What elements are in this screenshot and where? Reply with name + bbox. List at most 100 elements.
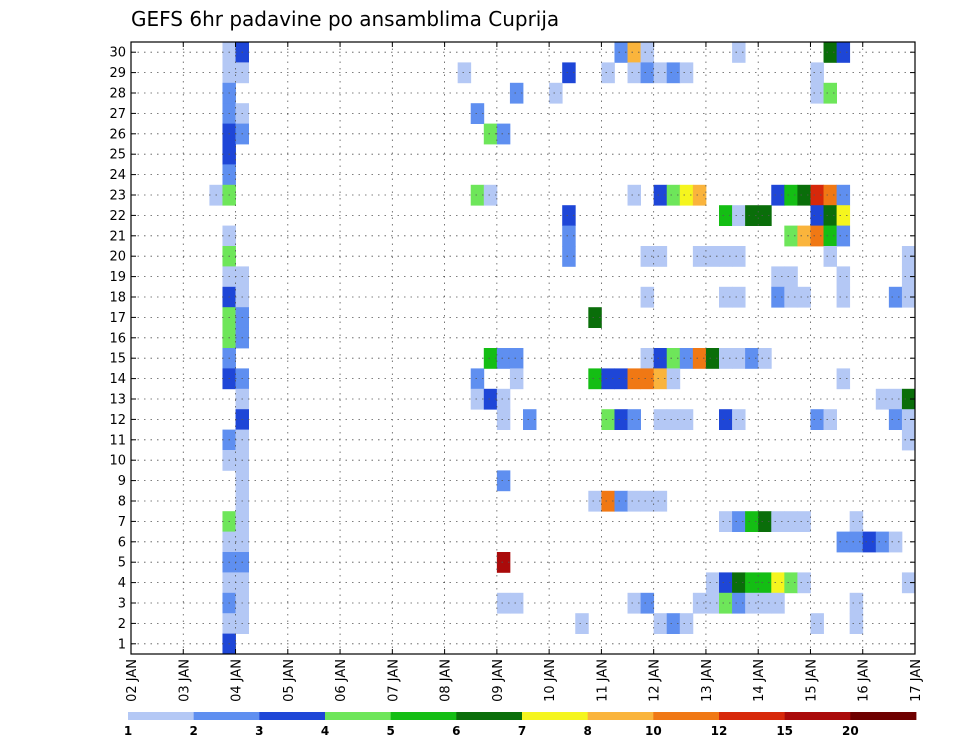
heatmap-cell: [810, 205, 824, 226]
y-tick-label: 19: [109, 270, 126, 285]
heatmap-cell: [771, 511, 785, 532]
colorbar-label: 1: [124, 724, 132, 738]
heatmap-cell: [758, 592, 772, 614]
y-tick-label: 10: [109, 454, 126, 469]
heatmap-cell: [496, 470, 511, 492]
heatmap-cell: [562, 205, 576, 226]
heatmap-cell: [797, 286, 811, 308]
plot-frame: [130, 41, 916, 655]
heatmap-cell: [562, 225, 576, 247]
colorbar-swatch: [456, 712, 523, 720]
y-tick-label: 16: [109, 331, 126, 346]
heatmap-cell: [653, 368, 668, 390]
chart-title: GEFS 6hr padavine po ansamblima Cuprija: [131, 7, 559, 31]
heatmap-cell: [745, 592, 759, 614]
heatmap-cell: [823, 82, 837, 104]
heatmap-cell: [705, 348, 720, 369]
y-tick-label: 18: [109, 291, 126, 306]
y-tick-label: 27: [109, 107, 126, 122]
colorbar-label: 4: [321, 724, 329, 738]
heatmap-cell: [496, 123, 511, 145]
heatmap-cell: [509, 348, 524, 369]
heatmap-cell: [692, 184, 707, 206]
heatmap-cell: [640, 62, 655, 84]
cell-layer: [209, 42, 916, 655]
colorbar-swatch: [784, 712, 851, 720]
y-tick-label: 20: [109, 250, 126, 265]
heatmap-cell: [745, 511, 759, 532]
heatmap-cell: [562, 62, 576, 84]
heatmap-cell: [666, 184, 681, 206]
colorbar-swatch: [259, 712, 326, 720]
x-tick-label: 02 JAN: [125, 659, 140, 702]
x-tick-label: 09 JAN: [491, 659, 506, 702]
heatmap-cell: [836, 531, 851, 553]
heatmap-cell: [457, 62, 472, 84]
heatmap-cell: [562, 246, 576, 267]
y-tick-label: 1: [118, 637, 126, 652]
heatmap-cell: [627, 42, 641, 63]
heatmap-cell: [614, 409, 628, 430]
x-tick-label: 11 JAN: [595, 659, 610, 702]
heatmap-cell: [758, 572, 772, 594]
heatmap-cell: [653, 62, 668, 84]
heatmap-cell: [901, 429, 916, 451]
heatmap-cell: [601, 409, 615, 430]
heatmap-cell: [888, 531, 903, 553]
x-tick-label: 06 JAN: [334, 659, 349, 702]
y-tick-label: 5: [118, 556, 126, 571]
heatmap-cell: [705, 572, 720, 594]
heatmap-cell: [653, 409, 668, 430]
heatmap-cell: [653, 490, 668, 512]
y-tick-label: 13: [109, 393, 126, 408]
y-tick-label: 30: [109, 46, 126, 61]
colorbar-swatch: [193, 712, 260, 720]
heatmap-cell: [575, 613, 589, 634]
x-tick-label: 16 JAN: [857, 659, 872, 702]
heatmap-cell: [888, 286, 903, 308]
heatmap-cell: [810, 613, 824, 634]
heatmap-cell: [745, 205, 759, 226]
y-tick-label: 26: [109, 127, 126, 142]
heatmap-cell: [771, 184, 785, 206]
heatmap-cell: [771, 592, 785, 614]
y-tick-label: 17: [109, 311, 126, 326]
colorbar-label: 6: [452, 724, 460, 738]
heatmap-cell: [719, 246, 733, 267]
y-tick-label: 22: [109, 209, 126, 224]
heatmap-cell: [719, 511, 733, 532]
heatmap-cell: [679, 613, 694, 634]
heatmap-cell: [823, 225, 837, 247]
heatmap-cell: [836, 225, 851, 247]
heatmap-cell: [836, 205, 851, 226]
colorbar-swatch: [128, 712, 195, 720]
heatmap-cell: [849, 511, 864, 532]
heatmap-cell: [588, 368, 602, 390]
heatmap-cell: [810, 184, 824, 206]
x-tick-label: 03 JAN: [177, 659, 192, 702]
heatmap-cell: [627, 62, 641, 84]
heatmap-cell: [640, 592, 655, 614]
heatmap-cell: [679, 348, 694, 369]
heatmap-cell: [901, 572, 916, 594]
x-tick-label: 08 JAN: [439, 659, 454, 702]
heatmap-cell: [627, 184, 641, 206]
colorbar: 1 2 3 4 5 6 7 8 10 12 15 20: [124, 712, 917, 738]
heatmap-cell: [823, 409, 837, 430]
heatmap-cell: [496, 409, 511, 430]
colorbar-swatch: [522, 712, 589, 720]
heatmap-cell: [719, 592, 733, 614]
heatmap-cell: [523, 409, 537, 430]
heatmap-cell: [732, 511, 746, 532]
heatmap-cell: [758, 348, 772, 369]
y-tick-label: 8: [118, 495, 126, 510]
heatmap-cell: [901, 266, 916, 288]
heatmap-cell: [483, 348, 498, 369]
colorbar-label: 10: [645, 724, 662, 738]
heatmap-cell: [758, 205, 772, 226]
heatmap-cell: [784, 225, 798, 247]
y-tick-label: 3: [118, 597, 126, 612]
heatmap-cell: [901, 388, 916, 410]
heatmap-cell: [797, 184, 811, 206]
